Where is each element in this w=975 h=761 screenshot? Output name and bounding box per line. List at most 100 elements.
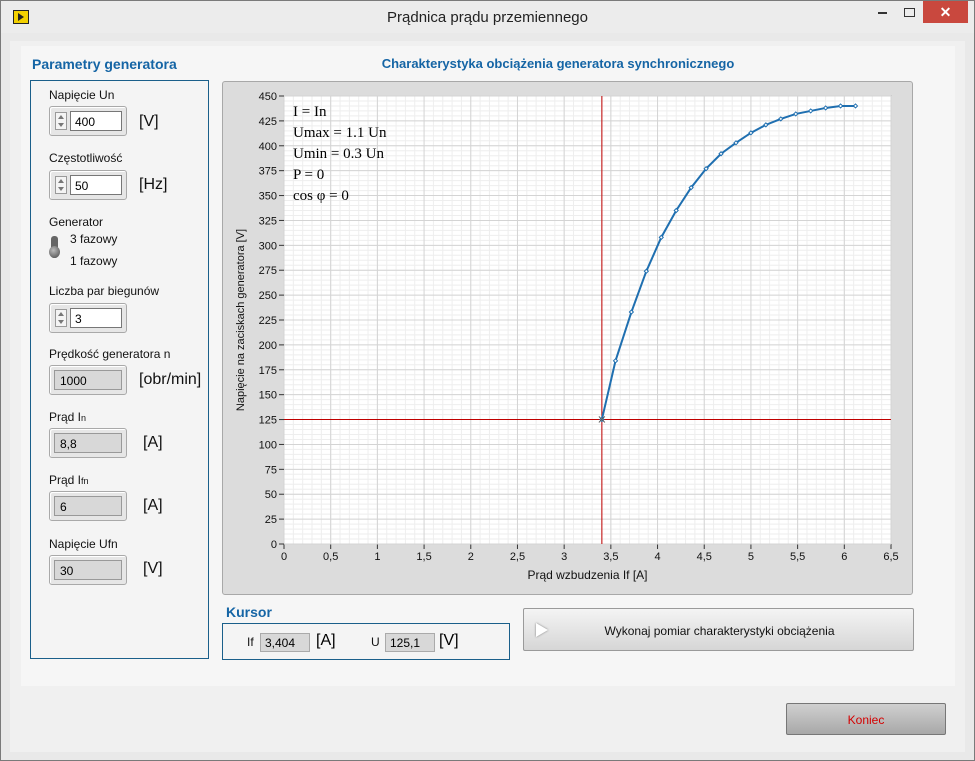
y-tick-label: 375 [259, 166, 277, 178]
x-tick-label: 6 [841, 551, 847, 563]
y-tick-label: 200 [259, 340, 277, 352]
pole-pairs-input[interactable]: 3 [70, 308, 122, 328]
cursor-if-value: 3,404 [260, 633, 310, 652]
current-in-label: Prąd In [49, 410, 86, 424]
chart-title: Charakterystyka obciążenia generatora sy… [381, 56, 735, 71]
voltage-un-spinner[interactable] [55, 112, 67, 130]
y-tick-label: 100 [259, 439, 277, 451]
data-point [733, 140, 739, 146]
speed-value: 1000 [54, 370, 122, 390]
current-ifn-label-sub: fn [81, 476, 89, 486]
current-in-label-sub: n [81, 413, 87, 423]
chart-frame: 0 0,5 1 1,5 2 2,5 3 3,5 4 4,5 5 5,5 6 6,5 0 25 50 75 100 12… [222, 81, 913, 595]
pole-pairs-label: Liczba par biegunów [49, 284, 160, 298]
x-tick-label: 5,5 [790, 551, 805, 563]
annotation-text: cos φ = 0 [293, 188, 349, 204]
cursor-panel: If 3,404 [A] U 125,1 [V] [222, 623, 510, 660]
generator-option-1phase: 1 fazowy [70, 254, 118, 268]
frequency-control: 50 [49, 170, 127, 200]
y-axis-label: Napięcie na zaciskach generatora [V] [235, 229, 247, 411]
x-axis-label: Prąd wzbudzenia If [A] [527, 568, 647, 582]
close-icon: ✕ [939, 4, 952, 20]
voltage-un-input[interactable]: 400 [70, 111, 122, 131]
x-tick-label: 2,5 [510, 551, 525, 563]
data-point [852, 103, 859, 109]
play-icon [536, 623, 548, 637]
x-tick-label: 5 [748, 551, 754, 563]
data-point [612, 358, 619, 364]
data-point [673, 207, 679, 214]
measure-button[interactable]: Wykonaj pomiar charakterystyki obciążeni… [523, 608, 914, 651]
voltage-un-unit: [V] [139, 113, 159, 130]
maximize-button[interactable] [896, 1, 922, 23]
y-tick-label: 300 [259, 240, 277, 252]
annotation-text: I = In [293, 104, 327, 120]
cursor-if-unit: [A] [316, 632, 336, 649]
current-ifn-unit: [A] [143, 497, 163, 514]
y-tick-label: 50 [265, 489, 277, 501]
speed-unit: [obr/min] [139, 371, 202, 388]
x-tick-label: 1,5 [416, 551, 431, 563]
frequency-input[interactable]: 50 [70, 175, 122, 195]
generator-phase-toggle[interactable] [49, 234, 61, 260]
y-tick-label: 450 [259, 91, 277, 103]
current-in-label-main: Prąd I [49, 410, 82, 424]
cursor-if-label: If [247, 635, 254, 649]
end-button[interactable]: Koniec [786, 703, 946, 735]
toggle-knob-icon [49, 246, 60, 258]
x-tick-label: 3,5 [603, 551, 618, 563]
y-tick-label: 150 [259, 390, 277, 402]
minimize-icon [877, 12, 887, 14]
y-tick-label: 425 [259, 116, 277, 128]
y-tick-label: 400 [259, 141, 277, 153]
window-title: Prądnica prądu przemiennego [387, 9, 588, 26]
data-point [643, 268, 650, 274]
voltage-ufn-label: Napięcie Ufn [49, 537, 118, 551]
current-ifn-label-main: Prąd I [49, 473, 82, 487]
minimize-button[interactable] [869, 1, 895, 23]
series-line [600, 104, 856, 420]
generator-option-3phase: 3 fazowy [70, 232, 118, 246]
y-tick-label: 175 [259, 365, 277, 377]
cursor-u-unit: [V] [439, 632, 459, 649]
generator-label: Generator [49, 215, 104, 229]
y-tick-label: 75 [265, 464, 277, 476]
voltage-ufn-value: 30 [54, 560, 122, 580]
y-tick-label: 350 [259, 191, 277, 203]
data-point [628, 309, 635, 315]
frequency-unit: [Hz] [139, 176, 168, 193]
current-in-indicator: 8,8 [49, 428, 127, 458]
frequency-spinner[interactable] [55, 176, 67, 194]
y-tick-label: 225 [259, 315, 277, 327]
close-button[interactable]: ✕ [923, 1, 968, 23]
cursor-marker [598, 416, 606, 423]
data-point [778, 116, 784, 122]
annotation-text: P = 0 [293, 167, 324, 183]
cursor-u-value: 125,1 [385, 633, 435, 652]
voltage-ufn-indicator: 30 [49, 555, 127, 585]
current-ifn-indicator: 6 [49, 491, 127, 521]
data-point [837, 103, 844, 109]
labview-app-icon[interactable] [13, 10, 29, 24]
params-title: Parametry generatora [32, 56, 177, 72]
data-point [748, 130, 754, 136]
data-point [763, 122, 769, 128]
data-point [658, 234, 664, 241]
measure-button-label: Wykonaj pomiar charakterystyki obciążeni… [604, 624, 835, 638]
data-point [807, 108, 814, 114]
x-tick-label: 4 [654, 551, 660, 563]
load-characteristic-chart[interactable]: 0 0,5 1 1,5 2 2,5 3 3,5 4 4,5 5 5,5 6 6,5 0 25 50 75 100 12… [223, 82, 914, 596]
cursor-u-label: U [371, 635, 380, 649]
data-point [822, 105, 829, 111]
current-ifn-label: Prąd Ifn [49, 473, 89, 487]
y-tick-label: 275 [259, 265, 277, 277]
pole-pairs-spinner[interactable] [55, 309, 67, 327]
data-point [688, 184, 694, 191]
data-point [793, 111, 799, 117]
frequency-label: Częstotliwość [49, 151, 123, 165]
y-tick-label: 0 [271, 539, 277, 551]
y-tick-label: 325 [259, 215, 277, 227]
speed-label: Prędkość generatora n [49, 347, 171, 361]
maximize-icon [903, 8, 915, 17]
x-tick-label: 0,5 [323, 551, 338, 563]
